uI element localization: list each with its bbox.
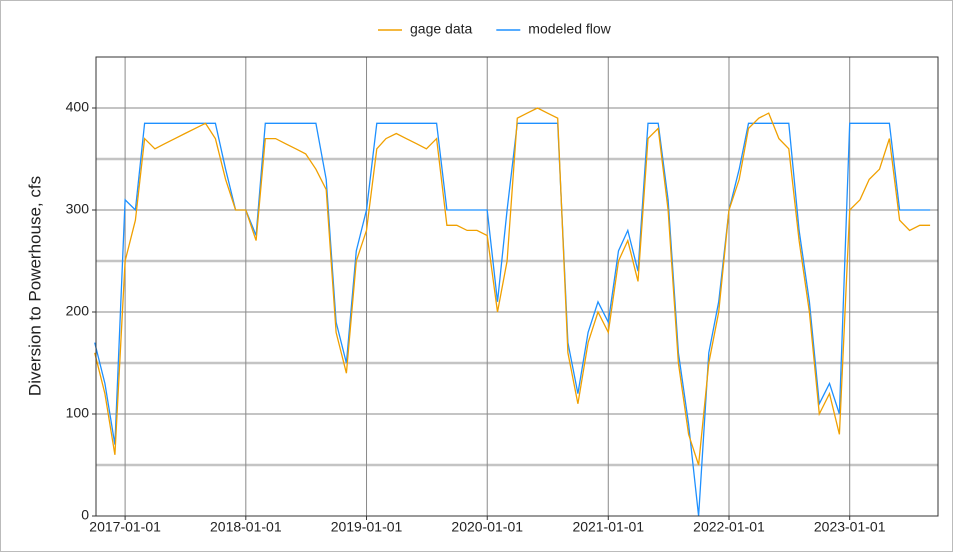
x-tick-label: 2023-01-01 [814, 519, 886, 535]
y-tick-label: 200 [66, 303, 90, 319]
y-tick-label: 300 [66, 201, 90, 217]
y-axis-label: Diversion to Powerhouse, cfs [25, 176, 44, 396]
plot-border [95, 56, 939, 517]
x-tick-label: 2020-01-01 [451, 519, 523, 535]
y-tick-label: 100 [66, 405, 90, 421]
series-line [94, 107, 931, 466]
legend-label: modeled flow [528, 21, 611, 37]
x-tick-label: 2021-01-01 [572, 519, 644, 535]
x-tick-label: 2022-01-01 [693, 519, 765, 535]
legend-label: gage data [410, 21, 472, 37]
x-tick-label: 2017-01-01 [89, 519, 161, 535]
y-tick-label: 0 [81, 507, 89, 523]
x-tick-label: 2019-01-01 [331, 519, 403, 535]
y-tick-label: 400 [66, 99, 90, 115]
x-tick-label: 2018-01-01 [210, 519, 282, 535]
